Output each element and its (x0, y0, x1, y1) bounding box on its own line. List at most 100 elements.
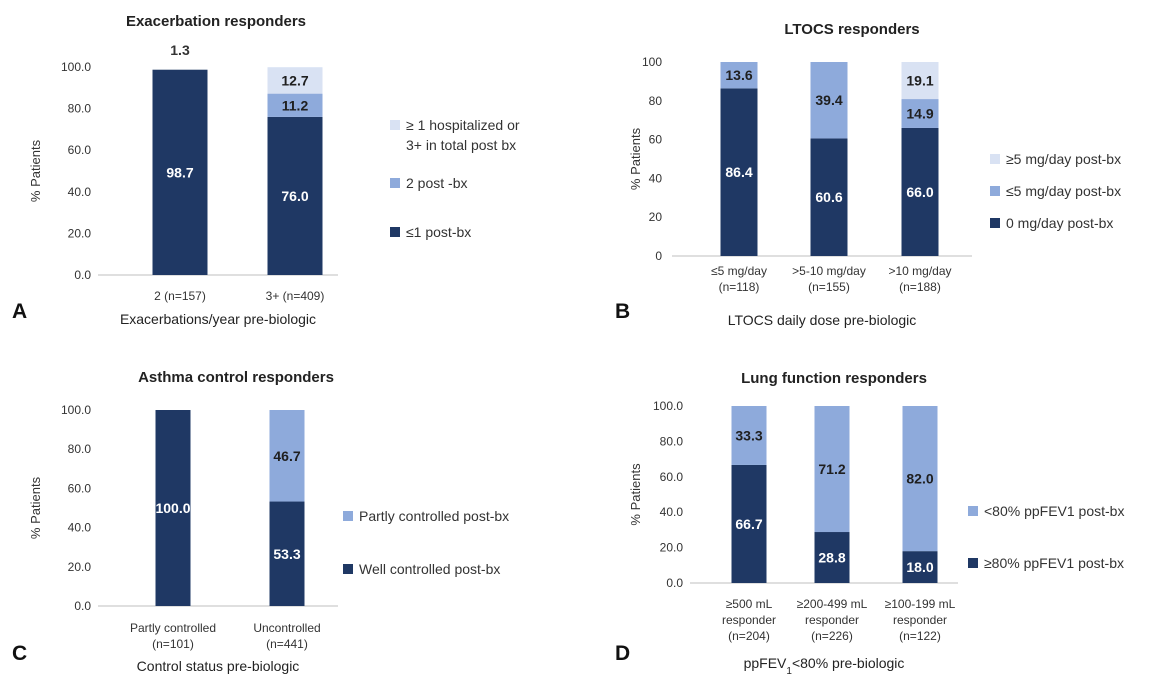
x-tick-label: >5-10 mg/day (792, 264, 866, 278)
x-axis-label: Exacerbations/year pre-biologic (120, 311, 316, 327)
legend-swatch (990, 218, 1000, 228)
y-tick-label: 40.0 (68, 185, 92, 199)
data-label: 12.7 (281, 72, 308, 88)
y-tick-label: 20.0 (68, 226, 92, 240)
data-label: 100.0 (155, 500, 190, 516)
data-label: 28.8 (818, 550, 845, 566)
x-tick-label: ≥100-199 mL (885, 597, 956, 611)
y-tick-label: 0.0 (666, 576, 683, 590)
legend-swatch (990, 186, 1000, 196)
bar-segment (902, 551, 938, 583)
x-tick-label: responder (805, 613, 859, 627)
y-axis-label: % Patients (628, 463, 643, 526)
legend-swatch (390, 227, 400, 237)
bar-segment (901, 62, 939, 100)
x-tick-label: (n=155) (808, 280, 850, 294)
bar-segment (267, 67, 323, 94)
x-tick-label: (n=118) (719, 280, 760, 294)
y-tick-label: 60 (649, 133, 663, 147)
y-tick-label: 80.0 (68, 442, 92, 456)
bar-segment (720, 88, 758, 256)
data-label: 14.9 (906, 106, 933, 122)
x-tick-label: Uncontrolled (253, 621, 320, 635)
legend-label: <80% ppFEV1 post-bx (984, 503, 1124, 519)
panel-c: C Asthma control responders 0.0 20.0 40.0 60.… (12, 369, 509, 674)
y-tick-label: 20.0 (68, 560, 92, 574)
data-label: 19.1 (906, 73, 933, 89)
legend-label: ≤1 post-bx (406, 224, 471, 240)
x-tick-label: ≥500 mL (726, 597, 773, 611)
x-axis-label: LTOCS daily dose pre-biologic (728, 312, 917, 328)
legend: ≤1 post-bx 2 post -bx ≥ 1 hospitalized or 3… (390, 117, 520, 240)
y-tick-label: 80.0 (660, 434, 684, 448)
panel-letter: C (12, 642, 27, 665)
panel-a: A Exacerbation responders 0.0 20.0 40.0 60.0 8… (12, 13, 520, 327)
y-tick-label: 0.0 (74, 268, 91, 282)
x-tick-label: >10 mg/day (888, 264, 951, 278)
bar-segment (152, 69, 208, 275)
x-tick-label: Partly controlled (130, 621, 216, 635)
bar-segment (731, 464, 767, 583)
data-label: 33.3 (735, 427, 762, 443)
y-tick-label: 60.0 (68, 143, 92, 157)
panel-letter: D (615, 642, 630, 665)
bar-segment (810, 138, 848, 256)
legend-label: 3+ in total post bx (406, 137, 516, 153)
chart-title: Asthma control responders (138, 369, 334, 386)
y-axis-label: % Patients (628, 127, 643, 190)
data-label: 66.0 (906, 184, 933, 200)
bar-segment (902, 406, 938, 552)
legend: ≥80% ppFEV1 post-bx <80% ppFEV1 post-bx (968, 503, 1124, 571)
legend-label: Well controlled post-bx (359, 561, 500, 577)
bar-segment (155, 410, 191, 606)
legend-label: 0 mg/day post-bx (1006, 215, 1113, 231)
bar-segment (267, 116, 323, 275)
bar-segment (901, 127, 939, 257)
panel-letter: A (12, 300, 27, 323)
y-tick-label: 40.0 (660, 505, 684, 519)
y-tick-label: 20 (649, 210, 663, 224)
panel-letter: B (615, 300, 630, 323)
x-tick-label: (n=204) (728, 629, 770, 643)
bar-segment (731, 406, 767, 465)
y-tick-label: 100.0 (61, 403, 91, 417)
panel-b: B LTOCS responders 0 20 40 60 80 100 % Patients 8… (615, 21, 1121, 328)
y-tick-label: 100.0 (653, 399, 683, 413)
bar-segment (814, 532, 850, 583)
legend-swatch (968, 506, 978, 516)
legend-swatch (390, 120, 400, 130)
y-tick-label: 40 (649, 171, 663, 185)
y-tick-label: 60.0 (660, 470, 684, 484)
legend-label: ≥80% ppFEV1 post-bx (984, 555, 1124, 571)
data-label: 66.7 (735, 516, 762, 532)
y-tick-label: 0.0 (74, 599, 91, 613)
bar-segment (720, 62, 758, 89)
legend-label: Partly controlled post-bx (359, 508, 509, 524)
y-tick-label: 100 (642, 55, 662, 69)
data-label: 13.6 (725, 67, 752, 83)
data-label: 53.3 (273, 546, 300, 562)
x-tick-label: (n=441) (266, 637, 308, 651)
bar-segment (267, 93, 323, 117)
y-tick-label: 80 (649, 94, 663, 108)
data-label: 46.7 (273, 448, 300, 464)
data-label: 82.0 (906, 471, 933, 487)
data-label: 1.3 (170, 42, 190, 58)
panel-d: D Lung function responders 0.0 20.0 40.0 60.0… (615, 370, 1124, 677)
data-label: 76.0 (281, 188, 308, 204)
y-tick-label: 80.0 (68, 102, 92, 116)
legend: Well controlled post-bx Partly controlled… (343, 508, 509, 577)
legend-label: 2 post -bx (406, 175, 467, 191)
legend: 0 mg/day post-bx ≤5 mg/day post-bx ≥5 mg/d… (990, 151, 1121, 231)
bar-segment (814, 406, 850, 533)
bar-segment (269, 501, 305, 606)
y-axis-label: % Patients (28, 476, 43, 539)
legend-label: ≤5 mg/day post-bx (1006, 183, 1121, 199)
legend-swatch (343, 511, 353, 521)
bar-segment (901, 99, 939, 128)
x-tick-label: 3+ (n=409) (266, 289, 325, 303)
bar-segment (269, 410, 305, 502)
y-tick-label: 100.0 (61, 60, 91, 74)
x-axis-label: ppFEV1<80% pre-biologic (744, 655, 905, 677)
